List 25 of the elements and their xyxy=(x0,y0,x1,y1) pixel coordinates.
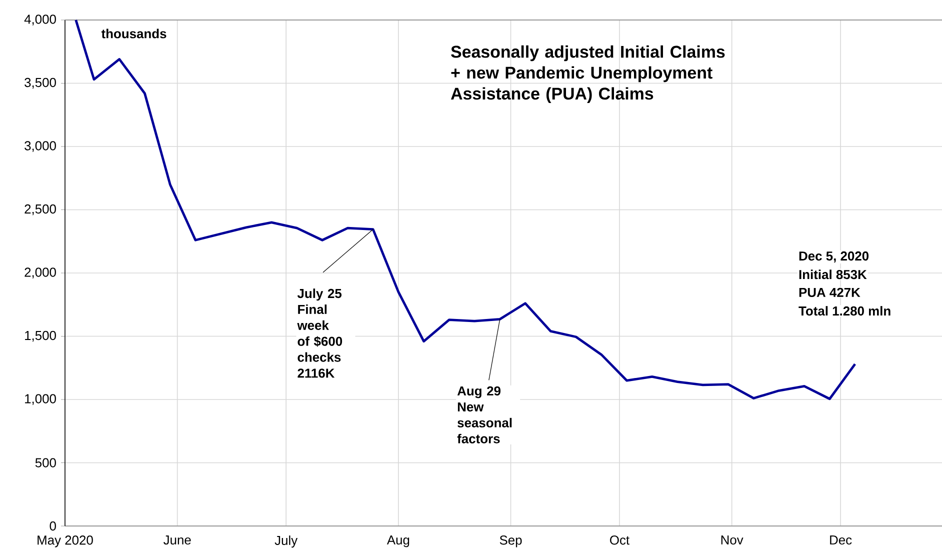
y-tick-label: 4,000 xyxy=(24,14,56,26)
y-tick-label: 3,500 xyxy=(24,78,56,89)
y-tick-label: 3,000 xyxy=(24,141,56,152)
annotation: Total 1.280 mln xyxy=(798,306,890,316)
x-tick-label: Aug xyxy=(386,536,410,548)
annotation: PUA 427K xyxy=(799,288,860,298)
x-tick-label: Sep xyxy=(500,536,522,548)
x-tick-label: July xyxy=(274,536,298,548)
y-tick-label: 1,500 xyxy=(25,330,56,342)
x-tick-label: Dec xyxy=(830,536,852,545)
y-tick-label: 0 xyxy=(50,521,56,531)
y-tick-label: 2,500 xyxy=(24,204,56,216)
x-tick-label: Oct xyxy=(610,536,630,545)
y-tick-label: 1,000 xyxy=(25,394,56,405)
text: Seasonally adjusted Initial Claims + new Pandemic Unemployment Assistance (PUA) Claims xyxy=(450,45,725,103)
annotation: July 25 Final week of $600 checks 2116K xyxy=(297,288,342,378)
annotation: Aug 29 New seasonal factors xyxy=(457,386,512,444)
y-tick-label: 2,000 xyxy=(24,268,56,278)
annotation: Initial 853K xyxy=(799,270,867,280)
y-tick-label: 500 xyxy=(35,458,56,468)
x-tick-label: June xyxy=(164,536,191,545)
annotation: Dec 5, 2020 xyxy=(799,251,869,262)
annotation: thousands xyxy=(101,28,166,38)
x-tick-label: Nov xyxy=(721,536,744,545)
x-tick-label: May 2020 xyxy=(38,536,93,548)
